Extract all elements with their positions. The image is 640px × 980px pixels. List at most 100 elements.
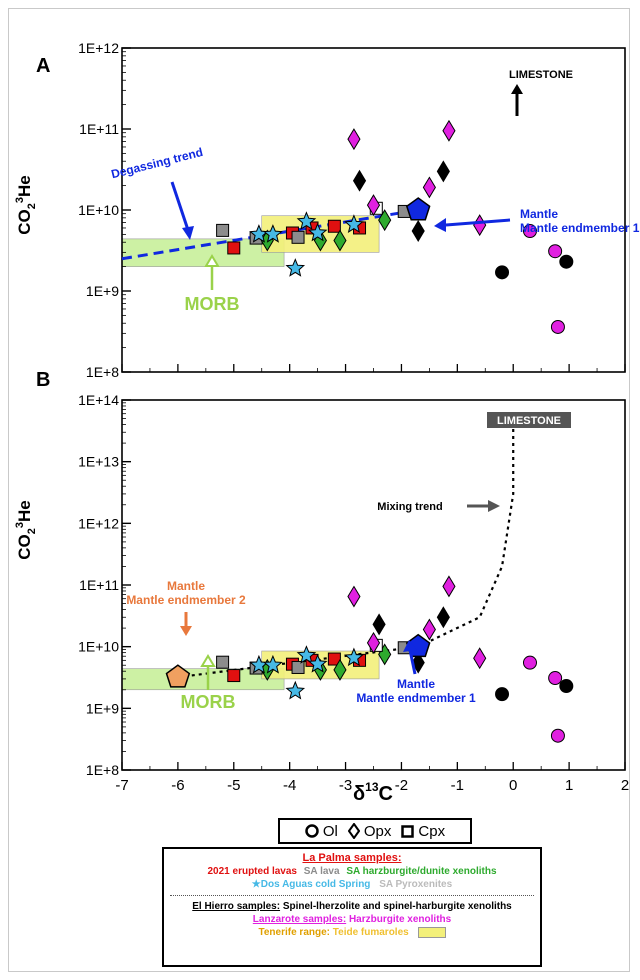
- panel-a-degassing-arrowhead: [182, 226, 194, 240]
- legend-sa-lava: SA lava: [303, 866, 340, 877]
- panel-a-morb-label: MORB: [185, 294, 240, 314]
- panel-b-ytick-label: 1E+13: [78, 454, 119, 470]
- panel-a-marker-lanzarote-samples-5: [522, 224, 537, 239]
- panel-a-ytick-label: 1E+8: [86, 364, 119, 380]
- panel-a-limestone-arrowhead: [511, 84, 523, 94]
- panel-a-degassing-label: Degassing trend: [110, 145, 205, 181]
- panel-a-marker-lanzarote-samples-6: [548, 244, 563, 259]
- panel-a-marker-el-hierro-samples-1: [436, 160, 450, 183]
- legend-la-palma-title: La Palma samples:: [302, 852, 402, 864]
- legend-la-palma-row1: 2021 erupted lavas SA lava SA harzburgit…: [164, 865, 540, 878]
- panel-a-label: A: [36, 55, 50, 77]
- panel-b-marker-lanzarote-samples-7: [550, 728, 565, 743]
- panel-b-marker-dos-aguas-cold-spring-2: [296, 645, 317, 664]
- panel-b-xtick-label: -4: [283, 777, 296, 794]
- panel-b-marker-sa-lava-2: [291, 660, 305, 674]
- legend-lanzarote-title: Lanzarote samples:: [252, 914, 347, 925]
- panel-b-limestone-label: LIMESTONE: [497, 415, 561, 427]
- panel-b-marker-2021-erupted-lavas-3: [327, 652, 341, 666]
- panel-b-marker-dos-aguas-cold-spring-3: [307, 653, 328, 673]
- panel-b-marker-el-hierro-samples-0: [372, 613, 386, 636]
- panel-a-marker-lanzarote-samples-0: [347, 128, 361, 151]
- panel-b-marker-dos-aguas-cold-spring-4: [344, 647, 364, 667]
- panel-b-label: B: [36, 369, 50, 391]
- panel-b-xtick-label: -7: [115, 777, 128, 794]
- legend-lavas: 2021 erupted lavas: [207, 866, 297, 877]
- legend-el-hierro-text: Spinel-lherzolite and spinel-harburgite …: [282, 901, 512, 912]
- panel-b-marker-mantle-endmember-2-0: [165, 664, 191, 688]
- panel-a-ylabel: CO23He: [14, 175, 38, 234]
- panel-b-xtick-label: 0: [509, 777, 517, 794]
- panel-a-marker-el-hierro-samples-2: [495, 265, 510, 280]
- panel-a-limestone-label: LIMESTONE: [509, 69, 573, 81]
- panel-b-xtick-label: -3: [339, 777, 352, 794]
- legend-la-palma-row2: ★Dos Aguas cold Spring SA Pyroxenites: [164, 878, 540, 891]
- legend-ol-label: Ol: [322, 822, 338, 840]
- legend-tenerife: Tenerife range: Teide fumaroles: [164, 926, 540, 939]
- panel-a-mantle1-arrowhead: [434, 218, 446, 232]
- square-icon: [401, 824, 415, 838]
- panel-a-marker-lanzarote-samples-2: [366, 194, 381, 217]
- panel-b-ytick-label: 1E+10: [78, 639, 119, 655]
- panel-a: 1E+12 1E+11 1E+10 1E+9 1E+8: [78, 40, 626, 380]
- panel-a-marker-lanzarote-samples-4: [473, 214, 487, 237]
- panel-a-marker-el-hierro-samples-0: [352, 169, 367, 192]
- panel-b-xlabel: δ13C: [353, 780, 393, 805]
- diamond-icon: [347, 823, 360, 839]
- panel-a-marker-dos-aguas-cold-spring-4: [344, 214, 364, 233]
- panel-b-ytick-label: 1E+11: [79, 577, 119, 593]
- panel-b-marker-lanzarote-samples-4: [473, 647, 487, 670]
- panel-b-mixing-label: Mixing trend: [377, 501, 442, 513]
- panel-b-xtick-label: -6: [171, 777, 184, 794]
- panel-b-mantle1-arrowhead: [403, 640, 417, 652]
- panel-b-marker-sa-harzburgite-dunite-xenoliths-2: [333, 658, 347, 681]
- panel-a-marker-lanzarote-samples-1: [442, 119, 456, 142]
- panel-b: 1E+14 1E+13 1E+12 1E+11 1E+10 1E+9 1E+8-7 -6 -5 -…: [78, 392, 629, 794]
- panel-a-marker-el-hierro-samples-4: [411, 220, 425, 243]
- panel-a-marker-sa-harzburgite-dunite-xenoliths-3: [378, 209, 392, 232]
- legend-el-hierro-title: El Hierro samples:: [192, 901, 281, 912]
- panel-b-xtick-label: -1: [451, 777, 464, 794]
- legend-dos-aguas: Dos Aguas cold Spring: [260, 879, 371, 890]
- panel-b-mixing-arrowhead: [488, 500, 500, 512]
- panel-b-ytick-label: 1E+14: [78, 392, 119, 408]
- panel-b-marker-dos-aguas-cold-spring-1: [263, 654, 283, 674]
- panel-a-marker-2021-erupted-lavas-3: [327, 219, 341, 233]
- panel-a-marker-2021-erupted-lavas-0: [227, 241, 241, 255]
- figure-frame: [8, 8, 630, 972]
- panel-a-limestone-box: [500, 66, 582, 82]
- panel-a-marker-sa-harzburgite-dunite-xenoliths-2: [333, 229, 347, 252]
- panel-a-marker-mantle-endmember-1-0: [405, 197, 431, 221]
- panel-b-marker-sa-lava-0: [216, 655, 230, 669]
- legend-sa-xenoliths: SA harzburgite/dunite xenoliths: [346, 866, 497, 877]
- panel-b-ytick-label: 1E+8: [86, 762, 119, 778]
- star-icon: ★: [251, 879, 261, 890]
- panel-a-ytick-label: 1E+11: [79, 121, 119, 137]
- panel-a-marker-dos-aguas-cold-spring-5: [285, 258, 306, 277]
- legend-ol: Ol: [305, 823, 338, 840]
- panel-a-degassing-arrow: [170, 181, 190, 231]
- legend-el-hierro: El Hierro samples: Spinel-lherzolite and…: [164, 900, 540, 913]
- panel-b-marker-lanzarote-samples-5: [522, 655, 537, 670]
- panel-a-marker-dos-aguas-cold-spring-3: [307, 222, 328, 242]
- circle-icon: [305, 824, 319, 838]
- panel-b-marker-el-hierro-samples-1: [436, 606, 450, 629]
- panel-b-marker-2021-erupted-lavas-0: [227, 669, 241, 683]
- panel-a-marker-el-hierro-samples-3: [559, 254, 574, 269]
- legend-cpx: Cpx: [401, 823, 445, 840]
- panel-b-mantle2-label: Mantle Mantle endmember 2: [126, 579, 246, 607]
- legend-pyroxenites: SA Pyroxenites: [379, 879, 453, 890]
- panel-a-morb-arrowhead: [204, 254, 220, 267]
- panel-a-marker-dos-aguas-cold-spring-1: [263, 224, 283, 243]
- panel-a-marker-sa-lava-2: [291, 230, 305, 244]
- panel-b-mantle1-label: Mantle Mantle endmember 1: [356, 677, 476, 705]
- panel-a-ytick-label: 1E+12: [78, 40, 119, 56]
- panel-a-marker-dos-aguas-cold-spring-2: [296, 211, 317, 230]
- panel-a-ytick-label: 1E+10: [78, 202, 119, 218]
- panel-b-xtick-label: -2: [395, 777, 408, 794]
- panel-b-marker-el-hierro-samples-2: [495, 687, 510, 702]
- legend-tenerife-text: Teide fumaroles: [332, 927, 409, 938]
- panel-b-ytick-label: 1E+12: [78, 515, 119, 531]
- panel-b-marker-lanzarote-samples-2: [366, 631, 381, 654]
- legend-opx-label: Opx: [363, 822, 392, 840]
